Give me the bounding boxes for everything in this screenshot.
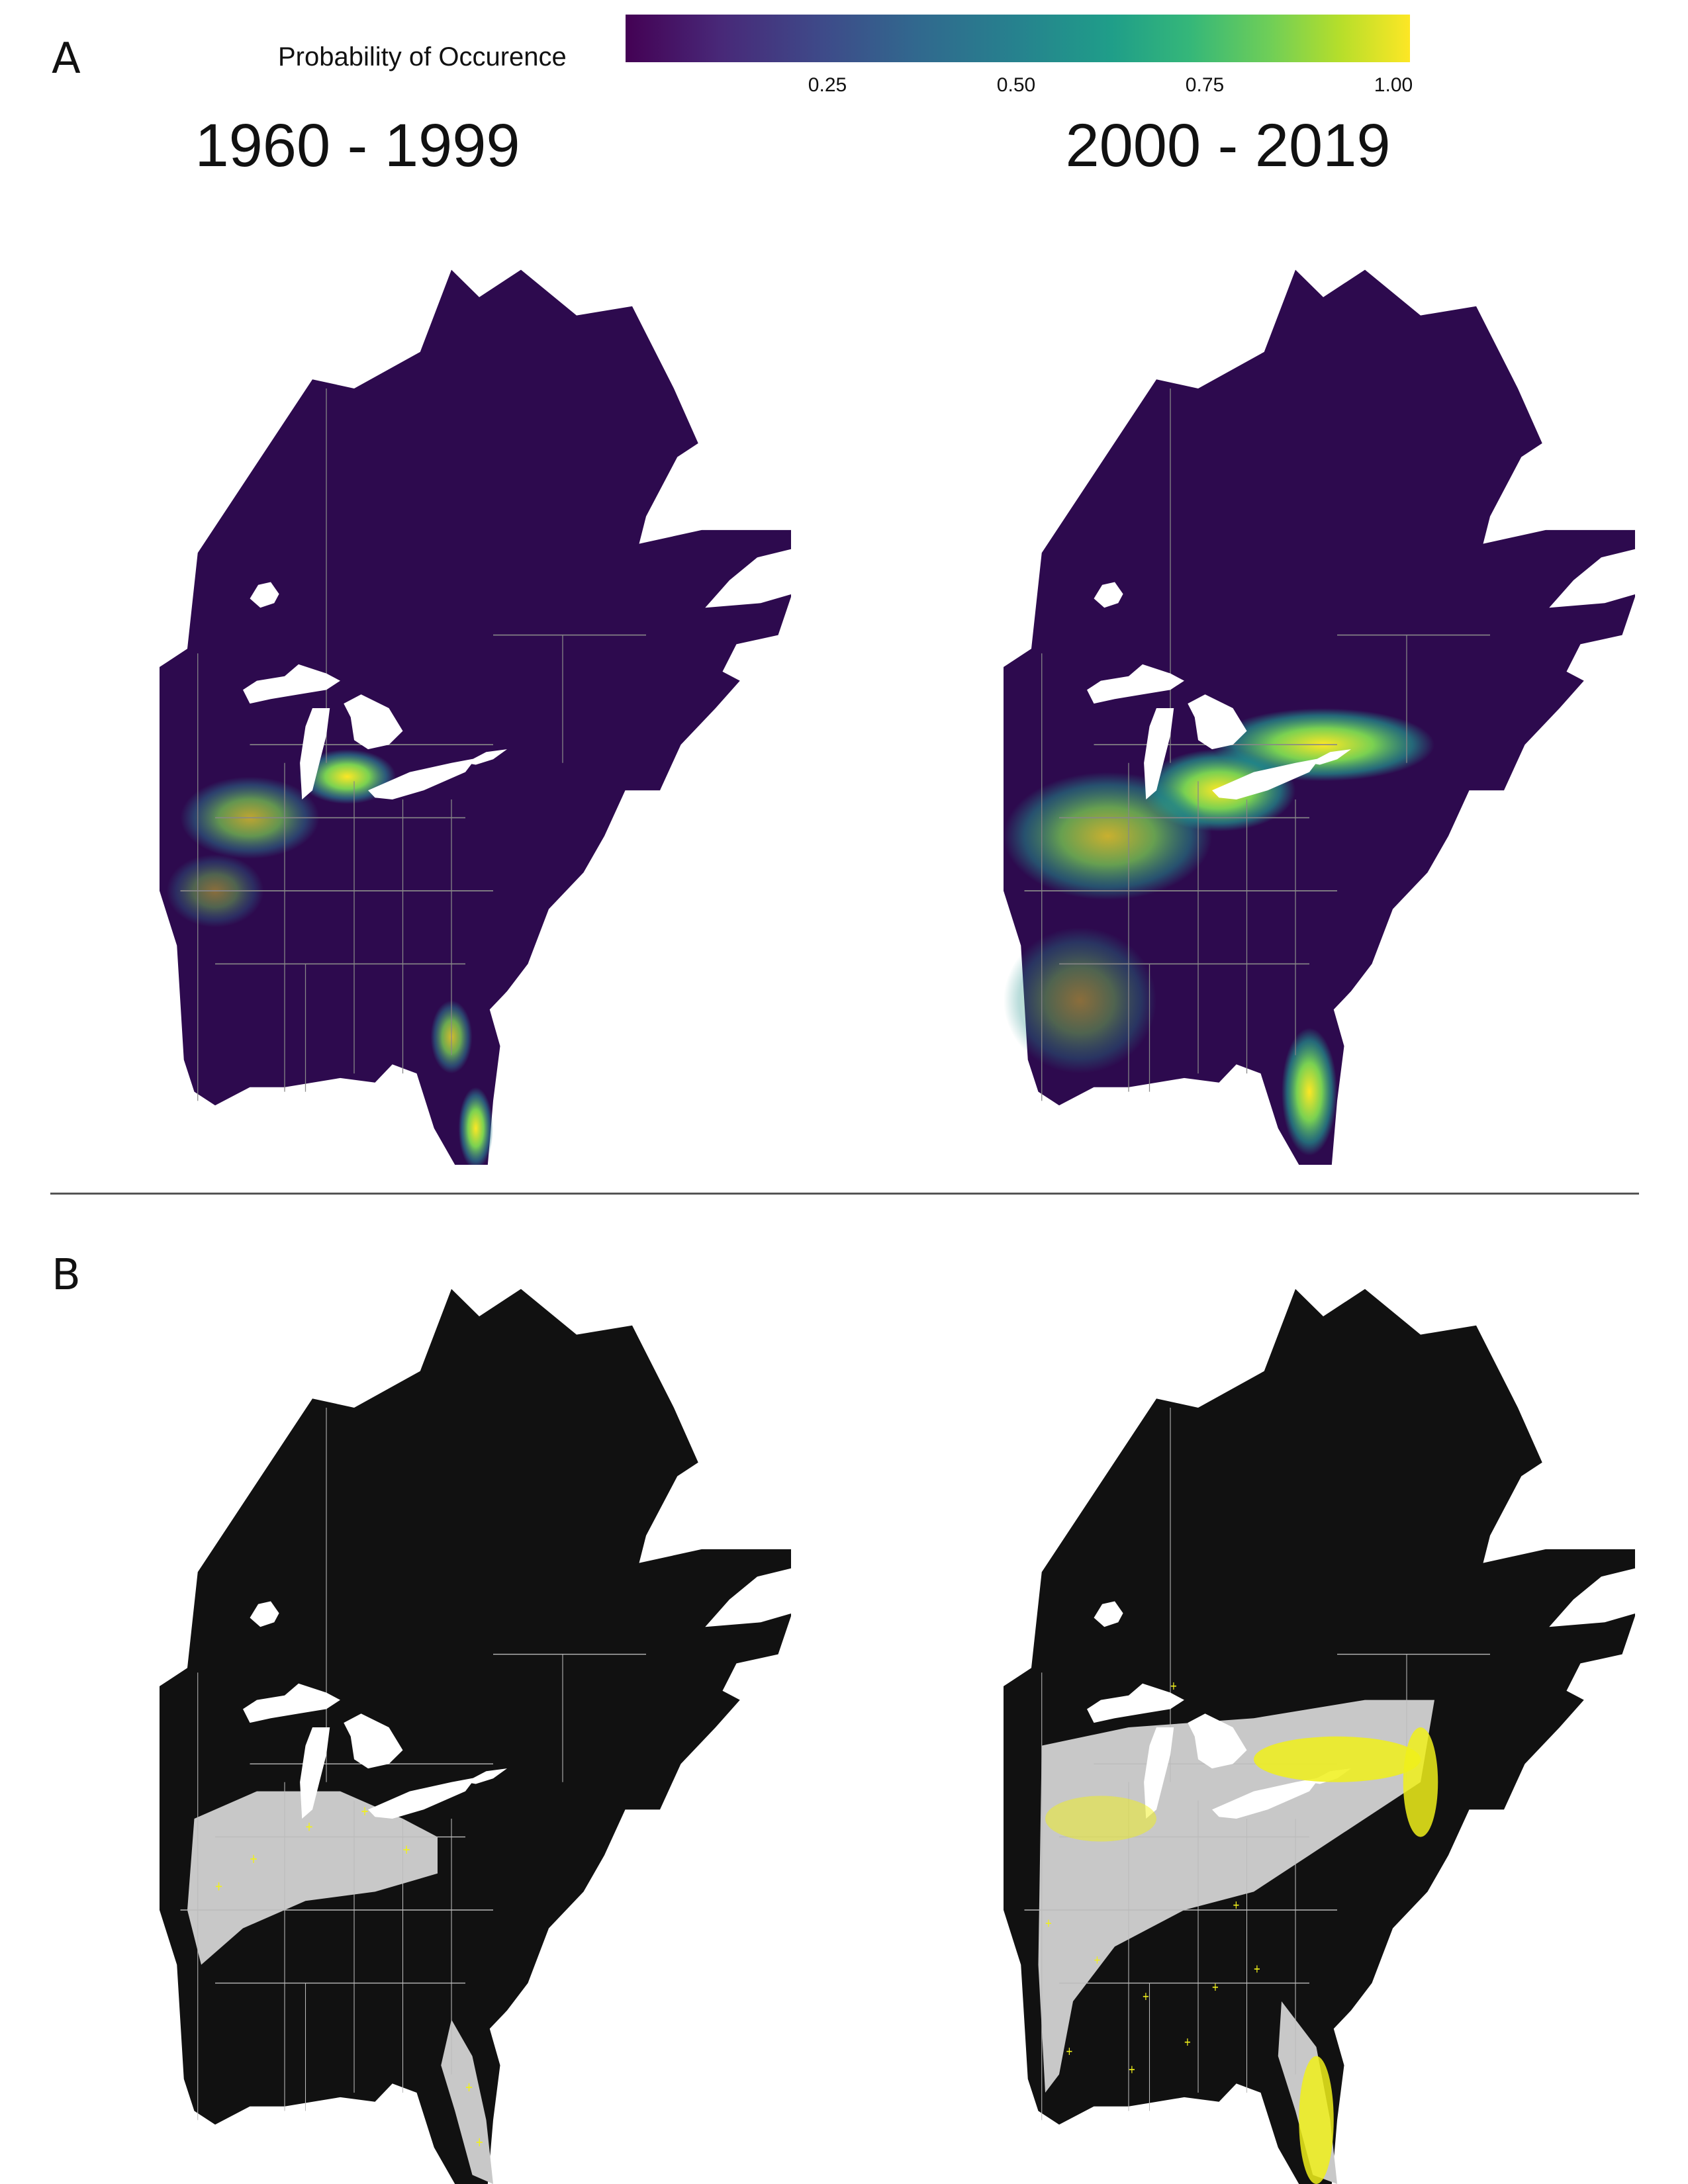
svg-text:+: + [1212, 1979, 1219, 1996]
legend-color-bar [626, 15, 1410, 77]
svg-text:+: + [1094, 1952, 1101, 1969]
medium-probability-zone [1004, 927, 1156, 1073]
panel-a-label: A [52, 34, 81, 83]
svg-text:+: + [1184, 2034, 1191, 2051]
svg-text:+: + [1129, 2062, 1135, 2078]
panel-divider [50, 1193, 1639, 1195]
svg-text:+: + [1045, 1915, 1052, 1932]
legend-tick-mark [1393, 62, 1395, 77]
svg-text:+: + [305, 1817, 312, 1836]
svg-text:+: + [476, 2132, 483, 2151]
svg-text:+: + [250, 1849, 258, 1868]
predicted-presence-area [441, 2019, 493, 2184]
binary-map-1960-1999: + + + + + + + [160, 1289, 791, 2184]
svg-text:+: + [1254, 1961, 1260, 1978]
legend-tick-label: 0.50 [996, 74, 1036, 96]
predicted-presence-area [1038, 1700, 1434, 2093]
medium-probability-zone [1004, 772, 1212, 900]
occurrence-markers: + + + + + + + [215, 1802, 483, 2152]
legend-tick-label: 0.75 [1185, 74, 1225, 96]
probability-map-1960-1999 [160, 269, 791, 1165]
probability-map-2000-2019 [1004, 269, 1635, 1165]
land-region [160, 269, 791, 1165]
legend-tick-label: 1.00 [1374, 74, 1413, 96]
legend-tick-mark [1016, 62, 1018, 77]
predicted-presence-area [187, 1791, 438, 1965]
svg-text:+: + [215, 1877, 222, 1895]
svg-text:+: + [403, 1841, 410, 1859]
legend-title: Probability of Occurence [278, 42, 567, 71]
svg-text:+: + [1143, 1989, 1149, 2005]
binary-map-2000-2019: + + + + + + + + + + [1004, 1289, 1635, 2184]
svg-text:+: + [1233, 1897, 1240, 1914]
svg-text:+: + [1066, 2044, 1073, 2060]
high-probability-zone [1282, 1028, 1337, 1156]
svg-text:+: + [1170, 1678, 1177, 1695]
land-region [160, 1289, 791, 2184]
period-title-left: 1960 - 1999 [195, 112, 520, 179]
legend-tick-mark [827, 62, 829, 77]
legend-tick-mark [1205, 62, 1207, 77]
occurrence-markers: + + + + + + + + + + [1045, 1678, 1438, 2184]
svg-text:+: + [361, 1802, 369, 1821]
svg-text:+: + [465, 2077, 473, 2096]
period-title-right: 2000 - 2019 [1065, 112, 1391, 179]
panel-b-label: B [52, 1251, 81, 1300]
high-probability-zone [458, 1087, 493, 1165]
legend-tick-label: 0.25 [808, 74, 847, 96]
